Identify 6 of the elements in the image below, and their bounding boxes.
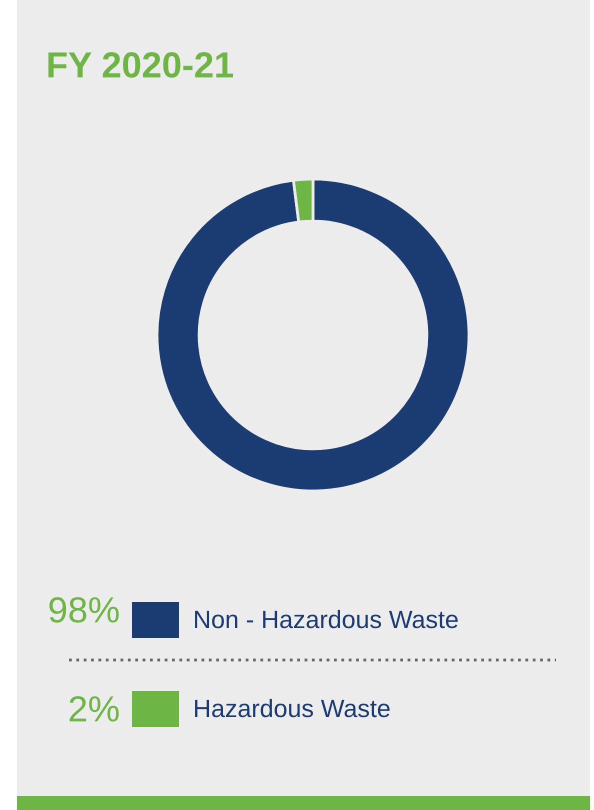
legend-label: Hazardous Waste: [195, 698, 390, 718]
legend-label: Non - Hazardous Waste: [195, 610, 458, 628]
chart-title: FY 2020-21: [48, 52, 234, 78]
data-label: 98%: [49, 597, 119, 623]
donut-slice: [156, 178, 470, 492]
data-label: 2%: [70, 696, 119, 722]
